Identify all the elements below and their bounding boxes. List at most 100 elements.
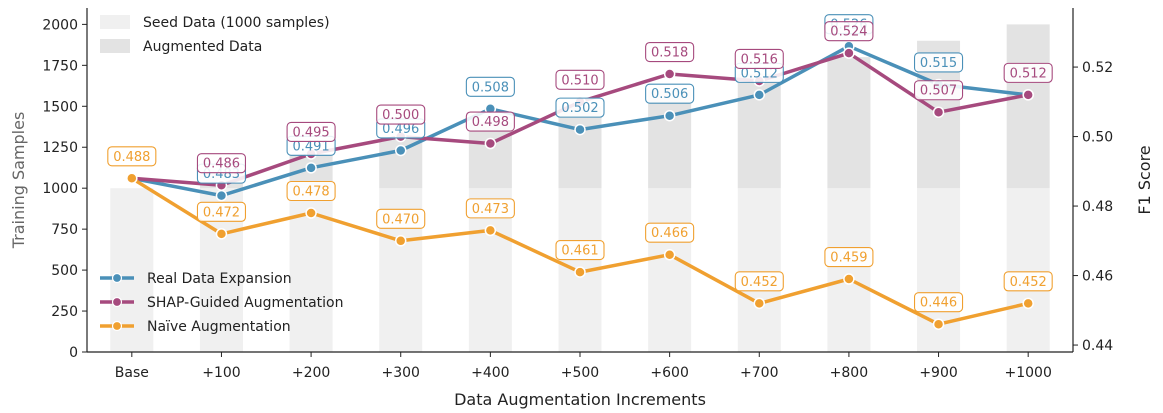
- data-label: 0.478: [286, 180, 336, 202]
- x-tick-label: +400: [471, 365, 509, 381]
- data-label-text: 0.510: [561, 73, 598, 88]
- data-label-text: 0.495: [292, 125, 329, 140]
- left-y-tick-label: 1500: [42, 99, 78, 115]
- x-tick-label: +700: [740, 365, 778, 381]
- right-y-tick-label: 0.52: [1082, 60, 1113, 76]
- augmented-bar: [827, 57, 871, 189]
- data-label-box: [734, 48, 784, 70]
- x-tick-label: +300: [382, 365, 420, 381]
- data-label-box: [913, 52, 964, 73]
- augmented-bar: [1006, 24, 1050, 189]
- data-label-text: 0.500: [382, 108, 419, 123]
- x-tick-label: +900: [919, 365, 957, 381]
- data-label-text: 0.472: [203, 205, 240, 220]
- data-label-text: 0.515: [920, 56, 957, 71]
- data-label-box: [913, 292, 964, 313]
- data-label-text: 0.512: [741, 66, 778, 81]
- x-tick-label: +500: [561, 365, 599, 381]
- series-point: [663, 109, 676, 122]
- data-label-text: 0.518: [651, 46, 688, 61]
- data-label: 0.508: [465, 76, 515, 97]
- data-label-text: 0.507: [920, 84, 957, 99]
- left-y-tick-label: 2000: [42, 17, 78, 33]
- data-label-text: 0.470: [382, 212, 419, 227]
- data-label-text: 0.446: [920, 296, 957, 311]
- data-label-box: [913, 80, 964, 101]
- series-point: [126, 172, 138, 185]
- series-point: [753, 297, 766, 310]
- seed-bar: [737, 188, 781, 352]
- x-tick-label: +100: [202, 365, 240, 381]
- axes-layer: 0 250 500 750 1000 1250 1500 1750 2000 0.44 0.46 0.…: [9, 8, 1154, 409]
- data-label-box: [196, 201, 247, 222]
- series-point: [215, 189, 228, 202]
- data-label-box: [645, 83, 695, 104]
- data-label-text: 0.459: [830, 251, 867, 266]
- legend-line-label: Naïve Augmentation: [147, 319, 291, 335]
- series-point: [394, 235, 407, 247]
- data-label-box: [286, 180, 336, 202]
- data-label-text: 0.496: [382, 122, 419, 137]
- data-label: 0.459: [824, 246, 874, 268]
- series-point: [1022, 89, 1034, 101]
- data-label: 0.498: [465, 111, 515, 132]
- left-y-tick-label: 750: [51, 222, 78, 238]
- data-label: 0.507: [913, 80, 964, 101]
- data-label: 0.510: [555, 69, 605, 90]
- data-label-text: 0.498: [472, 115, 509, 130]
- data-label-box: [645, 41, 695, 63]
- legend-line-label: Real Data Expansion: [147, 271, 292, 287]
- data-label: 0.495: [286, 121, 336, 142]
- data-label: 0.488: [107, 146, 157, 167]
- seed-bar: [1006, 188, 1050, 352]
- data-label-text: 0.473: [472, 202, 509, 217]
- left-y-tick-label: 500: [51, 263, 78, 279]
- series-point: [663, 248, 676, 261]
- data-label-box: [555, 69, 605, 90]
- data-label-text: 0.506: [651, 87, 688, 102]
- series-point: [1022, 297, 1034, 310]
- series-point: [574, 123, 586, 136]
- data-label: 0.512: [1003, 62, 1053, 83]
- right-y-tick-label: 0.46: [1082, 269, 1113, 285]
- value-labels-layer: 0.4830.4910.4960.5080.5020.5060.5120.526…: [107, 14, 1053, 313]
- data-label-text: 0.466: [651, 226, 688, 241]
- series-point: [663, 68, 676, 80]
- series-point: [215, 228, 228, 240]
- right-y-axis-title: F1 Score: [1135, 145, 1154, 214]
- data-label-text: 0.452: [1010, 275, 1047, 290]
- bar-legend: Seed Data (1000 samples) Augmented Data: [100, 15, 330, 55]
- data-label: 0.502: [555, 97, 605, 118]
- series-point: [932, 106, 945, 118]
- augmented-bar: [558, 106, 602, 189]
- data-label-box: [196, 153, 247, 174]
- series-point: [753, 89, 766, 101]
- series-point: [394, 144, 407, 157]
- data-label: 0.518: [645, 41, 695, 63]
- series-point: [843, 273, 855, 285]
- augmented-bar: [648, 89, 692, 189]
- legend-bar-swatch: [100, 15, 130, 29]
- data-label: 0.524: [824, 21, 874, 42]
- x-tick-label: +200: [292, 365, 330, 381]
- left-y-tick-label: 1000: [42, 181, 78, 197]
- legend-bar-swatch: [100, 39, 130, 53]
- data-label-box: [1003, 62, 1053, 83]
- data-label-box: [824, 246, 874, 268]
- data-label: 0.506: [645, 83, 695, 104]
- data-label-box: [465, 198, 515, 219]
- x-tick-label: +1000: [1005, 365, 1052, 381]
- data-label-box: [286, 121, 336, 142]
- left-y-tick-label: 1250: [42, 140, 78, 156]
- data-label-box: [1003, 271, 1053, 292]
- legend-line-label: SHAP-Guided Augmentation: [147, 295, 344, 311]
- left-y-axis-title: Training Samples: [9, 112, 28, 250]
- data-label: 0.516: [734, 48, 784, 70]
- data-label-text: 0.488: [113, 150, 150, 165]
- augmented-bar: [468, 122, 512, 189]
- x-tick-label: +800: [830, 365, 868, 381]
- data-label-box: [555, 240, 605, 261]
- data-label-text: 0.486: [203, 157, 240, 172]
- line-legend: Real Data Expansion SHAP-Guided Augmentat…: [100, 271, 344, 335]
